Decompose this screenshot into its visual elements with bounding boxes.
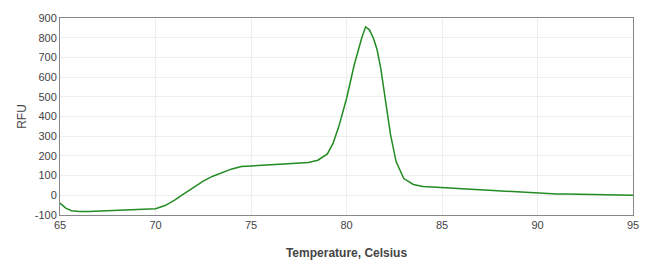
svg-text:500: 500: [38, 91, 56, 103]
svg-text:700: 700: [38, 51, 56, 63]
svg-text:-100: -100: [35, 209, 57, 221]
svg-text:600: 600: [38, 71, 56, 83]
svg-text:200: 200: [38, 150, 56, 162]
svg-text:85: 85: [436, 219, 448, 231]
svg-text:0: 0: [51, 189, 57, 201]
svg-text:65: 65: [54, 219, 66, 231]
svg-text:RFU: RFU: [15, 104, 29, 129]
svg-text:90: 90: [531, 219, 543, 231]
svg-text:400: 400: [38, 110, 56, 122]
svg-text:95: 95: [627, 219, 639, 231]
svg-text:70: 70: [149, 219, 161, 231]
svg-text:80: 80: [340, 219, 352, 231]
svg-text:800: 800: [38, 32, 56, 44]
svg-text:Temperature, Celsius: Temperature, Celsius: [286, 246, 407, 260]
svg-text:900: 900: [38, 12, 56, 24]
svg-text:300: 300: [38, 130, 56, 142]
svg-text:75: 75: [245, 219, 257, 231]
svg-text:100: 100: [38, 169, 56, 181]
